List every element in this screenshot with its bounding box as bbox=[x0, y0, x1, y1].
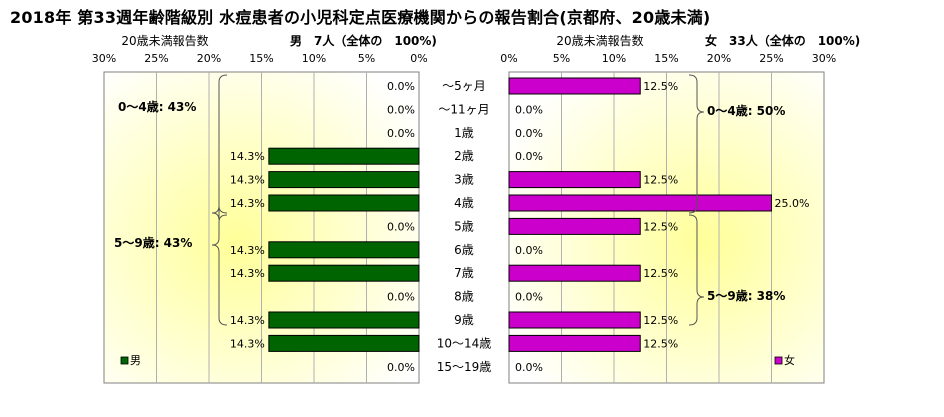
right-header-title: 女 33人（全体の 100%) bbox=[705, 33, 860, 48]
female-group-label: 0〜4歳: 50% bbox=[707, 103, 785, 118]
female-value-label: 12.5% bbox=[643, 220, 678, 233]
male-bar bbox=[268, 264, 420, 282]
male-group-label: 0〜4歳: 43% bbox=[118, 99, 196, 114]
female-bar bbox=[508, 77, 641, 95]
female-bar bbox=[508, 334, 641, 352]
left-axis-tick-label: 5% bbox=[358, 52, 375, 65]
right-axis-tick-label: 10% bbox=[602, 52, 626, 65]
female-value-label: 12.5% bbox=[643, 80, 678, 93]
female-legend-label: 女 bbox=[784, 353, 795, 367]
male-value-label: 0.0% bbox=[387, 127, 415, 140]
male-value-label: 14.3% bbox=[230, 314, 265, 327]
female-value-label: 12.5% bbox=[643, 337, 678, 350]
right-axis-tick-label: 5% bbox=[553, 52, 570, 65]
left-axis-tick-label: 15% bbox=[249, 52, 273, 65]
right-axis-tick-label: 15% bbox=[654, 52, 678, 65]
female-bar bbox=[508, 311, 641, 329]
category-label: 1歳 bbox=[454, 126, 474, 140]
right-axis-tick-label: 30% bbox=[812, 52, 836, 65]
category-label: 2歳 bbox=[454, 149, 474, 163]
category-label: 15〜19歳 bbox=[437, 360, 492, 374]
male-value-label: 14.3% bbox=[230, 150, 265, 163]
female-bar bbox=[508, 217, 641, 235]
male-value-label: 14.3% bbox=[230, 337, 265, 350]
category-label: 〜5ヶ月 bbox=[442, 79, 486, 93]
right-axis-tick-label: 20% bbox=[707, 52, 731, 65]
male-bar bbox=[268, 171, 420, 189]
male-group-label: 5〜9歳: 43% bbox=[114, 235, 192, 250]
right-brace-0-4 bbox=[688, 74, 705, 214]
female-value-label: 0.0% bbox=[515, 291, 543, 304]
female-value-label: 0.0% bbox=[515, 127, 543, 140]
category-label: 3歳 bbox=[454, 173, 474, 187]
male-value-label: 0.0% bbox=[387, 291, 415, 304]
male-legend-label: 男 bbox=[130, 354, 141, 367]
right-axis-tick-label: 0% bbox=[500, 52, 517, 65]
male-value-label: 14.3% bbox=[230, 244, 265, 257]
category-label: 〜11ヶ月 bbox=[438, 102, 489, 116]
male-value-label: 0.0% bbox=[387, 361, 415, 374]
female-group-label: 5〜9歳: 38% bbox=[707, 288, 785, 303]
male-value-label: 14.3% bbox=[230, 267, 265, 280]
category-label: 7歳 bbox=[454, 266, 474, 280]
category-label: 5歳 bbox=[454, 219, 474, 233]
left-axis-tick-label: 30% bbox=[92, 52, 116, 65]
female-bar bbox=[508, 194, 772, 212]
female-value-label: 12.5% bbox=[643, 314, 678, 327]
male-bar bbox=[268, 334, 420, 352]
male-bar bbox=[268, 311, 420, 329]
male-bar bbox=[268, 147, 420, 165]
left-brace-0-4-b bbox=[218, 205, 228, 214]
male-bar bbox=[268, 194, 420, 212]
left-axis-tick-label: 10% bbox=[302, 52, 326, 65]
female-bar bbox=[508, 264, 641, 282]
category-label: 8歳 bbox=[454, 290, 474, 304]
male-bar bbox=[268, 241, 420, 259]
left-header-title: 男 7人（全体の 100%) bbox=[290, 33, 437, 48]
right-brace-5-9 bbox=[688, 214, 705, 326]
male-value-label: 14.3% bbox=[230, 174, 265, 187]
female-value-label: 25.0% bbox=[775, 197, 810, 210]
female-value-label: 0.0% bbox=[515, 361, 543, 374]
male-value-label: 14.3% bbox=[230, 197, 265, 210]
left-axis-tick-label: 20% bbox=[197, 52, 221, 65]
left-header-label: 20歳未満報告数 bbox=[121, 33, 208, 48]
right-axis-tick-label: 25% bbox=[759, 52, 783, 65]
left-axis-tick-label: 25% bbox=[144, 52, 168, 65]
left-axis-tick-label: 0% bbox=[410, 52, 427, 65]
category-label: 9歳 bbox=[454, 313, 474, 327]
female-value-label: 0.0% bbox=[515, 150, 543, 163]
female-bar bbox=[508, 171, 641, 189]
female-value-label: 12.5% bbox=[643, 174, 678, 187]
male-value-label: 0.0% bbox=[387, 80, 415, 93]
female-value-label: 0.0% bbox=[515, 244, 543, 257]
male-value-label: 0.0% bbox=[387, 220, 415, 233]
right-header-label: 20歳未満報告数 bbox=[556, 33, 643, 48]
category-label: 10〜14歳 bbox=[437, 336, 492, 350]
male-legend-swatch bbox=[120, 356, 129, 365]
female-value-label: 12.5% bbox=[643, 267, 678, 280]
left-brace-0-4 bbox=[211, 74, 228, 221]
left-brace-5-9 bbox=[211, 214, 228, 326]
chart-title: 2018年 第33週年齢階級別 水痘患者の小児科定点医療機関からの報告割合(京都… bbox=[10, 8, 711, 27]
female-value-label: 0.0% bbox=[515, 103, 543, 116]
category-label: 6歳 bbox=[454, 243, 474, 257]
category-label: 4歳 bbox=[454, 196, 474, 210]
female-legend-swatch bbox=[774, 356, 783, 365]
male-value-label: 0.0% bbox=[387, 103, 415, 116]
